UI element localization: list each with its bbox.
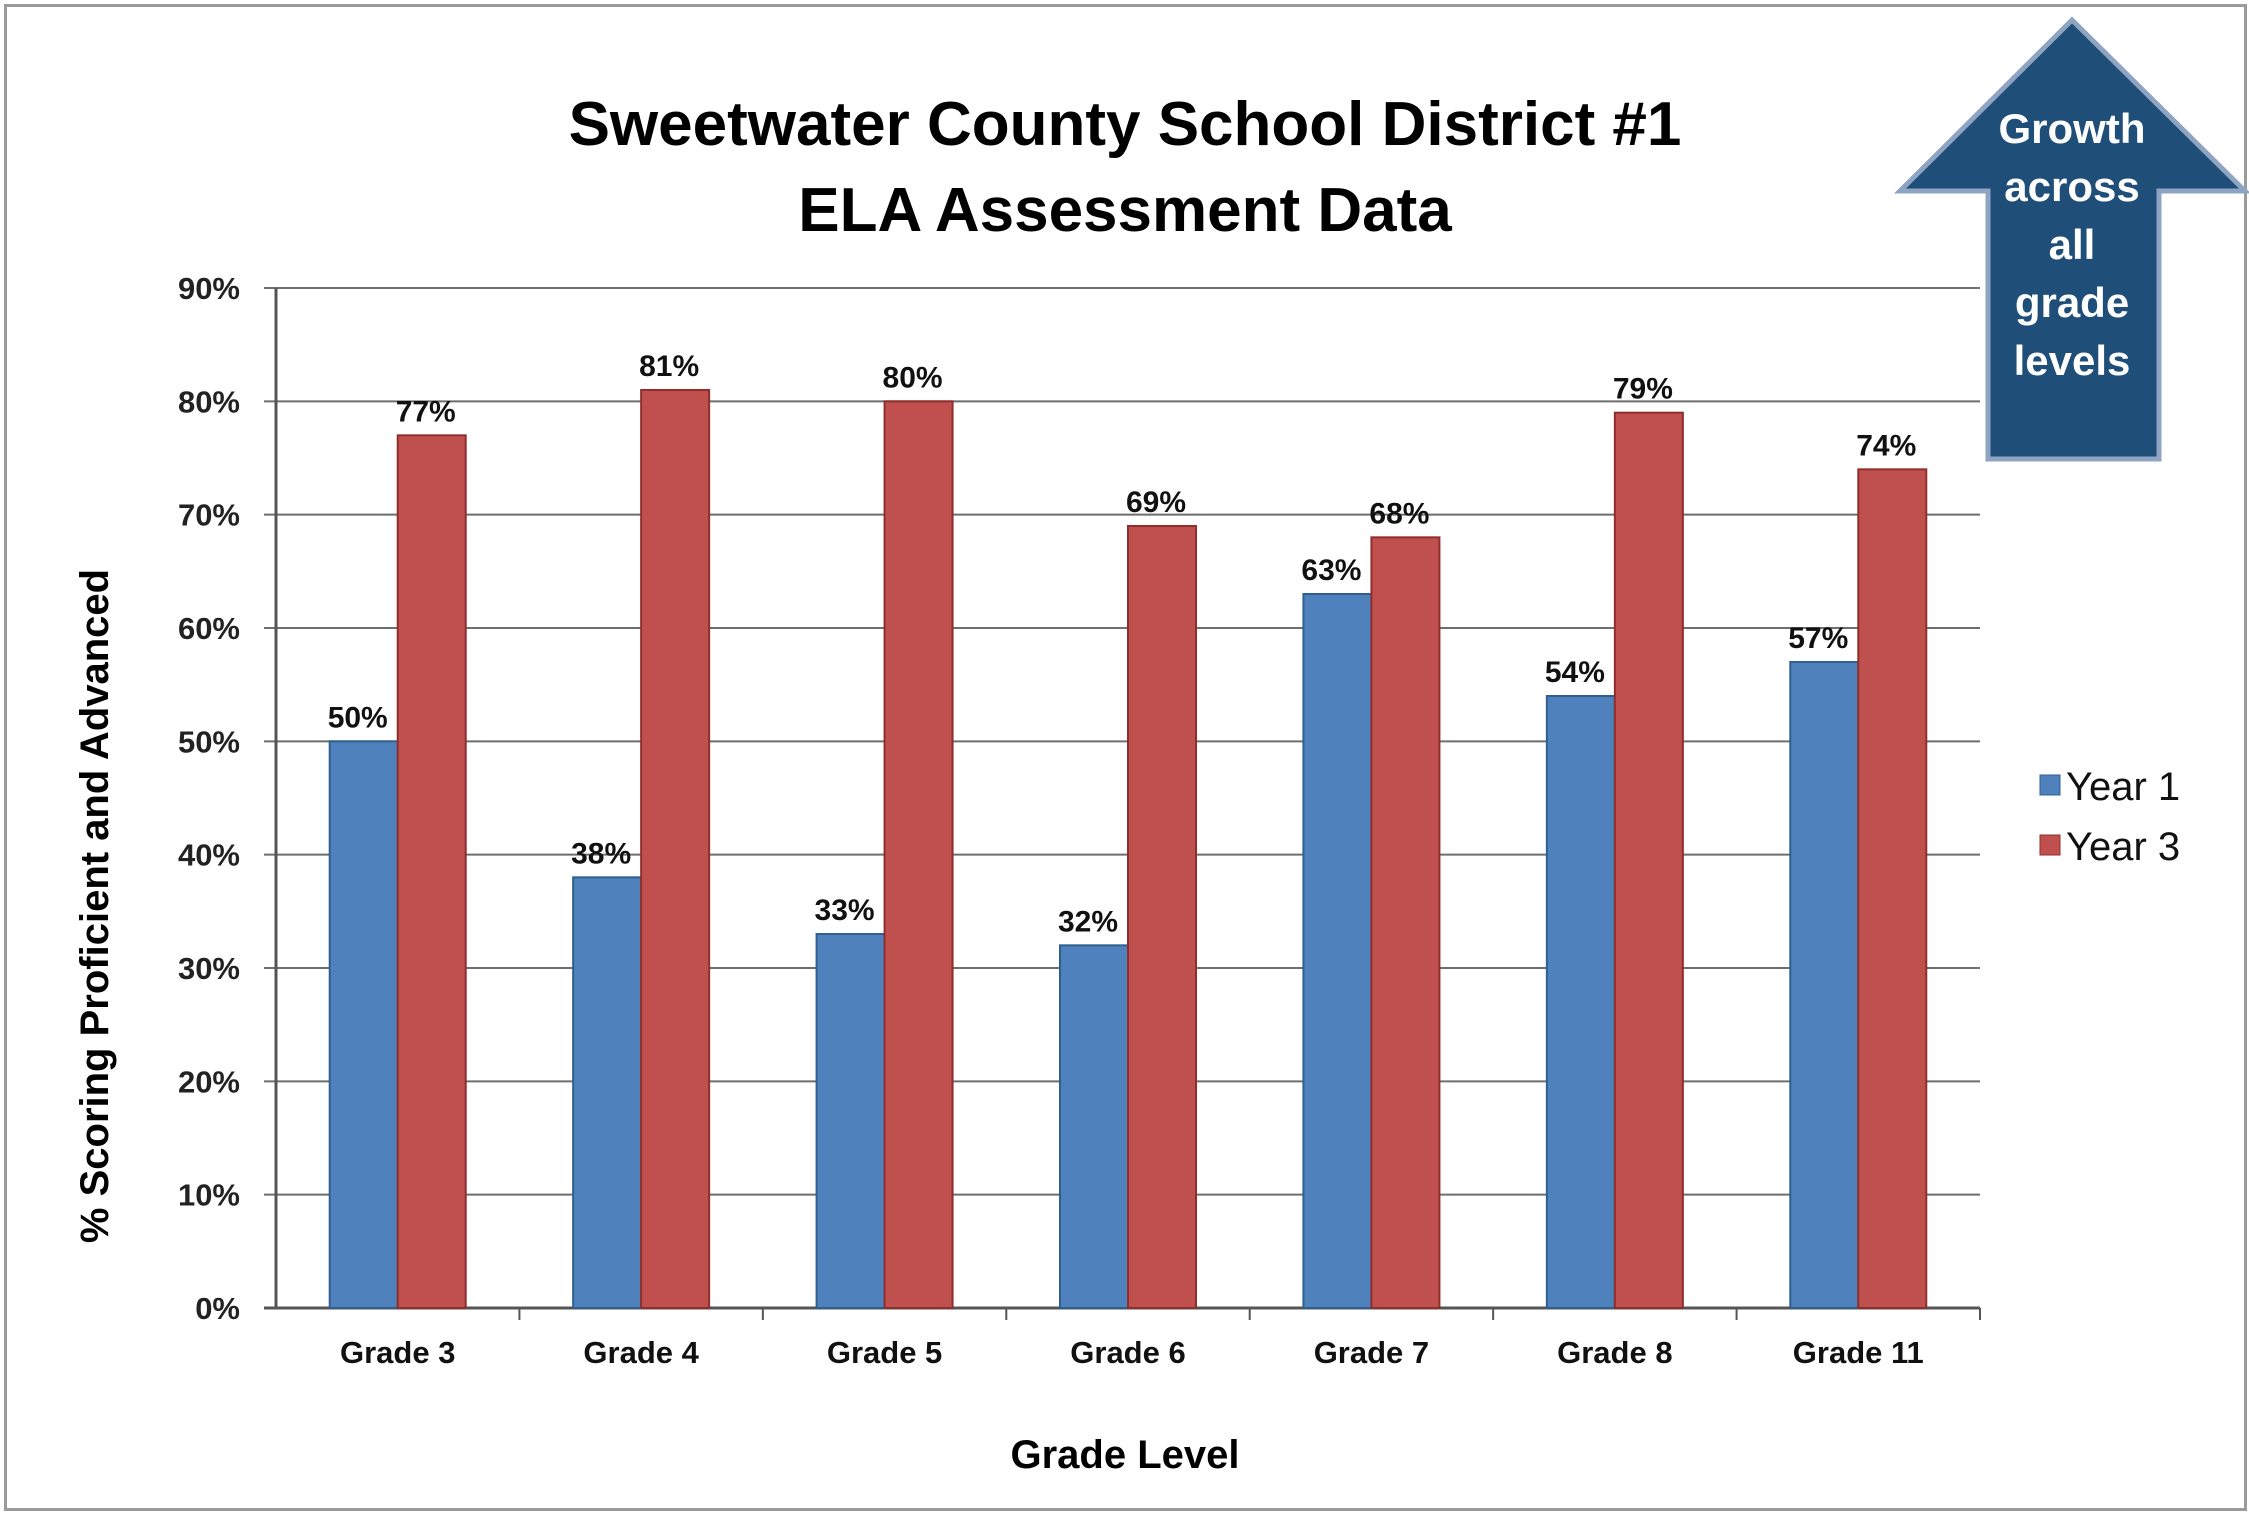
x-tick-label: Grade 7 [1314, 1335, 1429, 1370]
data-label: 77% [396, 395, 456, 428]
legend-swatch-year-1 [2039, 774, 2061, 796]
callout-line-1: Growth [1999, 105, 2146, 152]
data-label: 38% [571, 837, 631, 870]
y-tick-label: 0% [195, 1291, 240, 1326]
bar-year-1 [1545, 695, 1616, 1309]
x-tick-label: Grade 5 [827, 1335, 942, 1370]
y-tick-label: 50% [178, 724, 240, 759]
growth-callout-arrow: Growth across all grade levels [1893, 16, 2249, 462]
x-tick-label: Grade 8 [1557, 1335, 1672, 1370]
y-tick-label: 60% [178, 611, 240, 646]
y-axis-label: % Scoring Proficient and Advanced [73, 569, 117, 1243]
data-label: 80% [883, 361, 943, 394]
y-tick-label: 80% [178, 384, 240, 419]
bar-year-3 [640, 389, 711, 1309]
bar-year-3 [396, 434, 467, 1310]
legend-label-year-1: Year 1 [2066, 765, 2180, 809]
bar-year-1 [572, 876, 643, 1309]
data-label: 50% [328, 701, 388, 734]
data-label: 63% [1301, 554, 1361, 587]
data-label: 68% [1369, 497, 1429, 530]
y-tick-label: 30% [178, 951, 240, 986]
data-label: 81% [639, 350, 699, 383]
chart-title-line-2: ELA Assessment Data [798, 176, 1452, 245]
x-tick-label: Grade 3 [340, 1335, 455, 1370]
bar-year-3 [883, 400, 954, 1310]
bar-year-3 [1613, 411, 1684, 1309]
bar-year-3 [1370, 536, 1441, 1309]
bar-year-3 [1857, 468, 1928, 1310]
data-label: 74% [1856, 429, 1916, 462]
callout-line-3: all [2049, 221, 2096, 268]
x-tick-label: Grade 4 [583, 1335, 699, 1370]
bar-year-1 [1302, 593, 1373, 1309]
chart-legend: Year 1 Year 3 [2039, 765, 2180, 869]
bar-year-1 [328, 740, 399, 1309]
bar-year-1 [1789, 661, 1860, 1309]
data-label: 57% [1788, 622, 1848, 655]
data-label: 33% [815, 894, 875, 927]
bar-year-1 [1059, 944, 1129, 1309]
legend-label-year-3: Year 3 [2066, 825, 2180, 869]
up-arrow-icon [1893, 16, 2249, 462]
y-tick-label: 20% [178, 1064, 240, 1099]
x-tick-label: Grade 11 [1793, 1335, 1924, 1370]
callout-line-2: across [2004, 163, 2139, 210]
y-tick-label: 90% [178, 271, 240, 306]
x-tick-label: Grade 6 [1070, 1335, 1185, 1370]
chart-title-line-1: Sweetwater County School District #1 [569, 90, 1682, 159]
bar-year-1 [815, 933, 886, 1309]
data-label: 69% [1126, 486, 1186, 519]
y-tick-label: 40% [178, 838, 240, 873]
data-label: 32% [1058, 905, 1118, 938]
x-axis-label: Grade Level [1010, 1433, 1239, 1477]
callout-line-5: levels [2014, 337, 2131, 384]
bar-year-3 [1127, 525, 1197, 1309]
data-label: 79% [1613, 373, 1673, 406]
callout-line-4: grade [2015, 279, 2129, 326]
y-tick-label: 70% [178, 498, 240, 533]
y-tick-label: 10% [178, 1178, 240, 1213]
legend-swatch-year-3 [2039, 834, 2061, 856]
data-label: 54% [1545, 656, 1605, 689]
